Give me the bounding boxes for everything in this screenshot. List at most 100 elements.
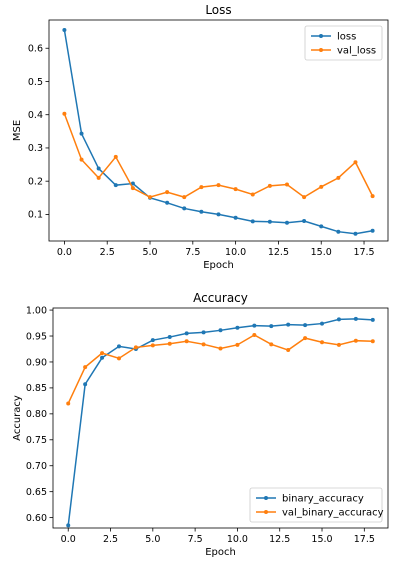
data-point-val_binary_accuracy	[100, 351, 105, 356]
data-point-binary_accuracy	[201, 330, 206, 335]
y-tick-label: 0.80	[26, 409, 47, 420]
data-point-val_loss	[370, 194, 375, 199]
plot-area	[52, 307, 389, 529]
data-point-val_binary_accuracy	[66, 401, 71, 406]
data-point-val_binary_accuracy	[269, 342, 274, 347]
data-point-binary_accuracy	[100, 355, 105, 360]
x-axis-label: Epoch	[205, 547, 236, 558]
x-tick-label: 10.0	[227, 534, 248, 545]
data-point-binary_accuracy	[218, 328, 223, 333]
data-point-val_binary_accuracy	[252, 332, 257, 337]
data-point-val_loss	[148, 195, 153, 200]
data-point-val_binary_accuracy	[133, 345, 138, 350]
data-point-val_loss	[284, 182, 289, 187]
x-tick-label: 15.0	[311, 534, 332, 545]
chart-title: Accuracy	[193, 291, 248, 305]
x-tick-label: 17.5	[353, 247, 374, 258]
data-point-val_loss	[336, 175, 341, 180]
y-tick-label: 0.6	[28, 44, 43, 55]
data-point-val_binary_accuracy	[150, 343, 155, 348]
data-point-val_loss	[302, 195, 307, 200]
data-point-val_binary_accuracy	[83, 365, 88, 370]
x-tick-label: 5.0	[142, 247, 157, 258]
data-point-binary_accuracy	[269, 324, 274, 329]
legend-swatch-marker	[319, 48, 323, 52]
x-tick-label: 10.0	[225, 247, 246, 258]
data-point-val_binary_accuracy	[286, 348, 291, 353]
data-point-val_loss	[62, 111, 67, 116]
x-tick-label: 7.5	[188, 534, 203, 545]
data-point-val_binary_accuracy	[235, 342, 240, 347]
data-point-binary_accuracy	[235, 325, 240, 330]
y-tick-label: 0.3	[28, 143, 43, 154]
x-tick-label: 2.5	[100, 247, 115, 258]
y-tick-label: 0.2	[28, 176, 43, 187]
data-point-val_loss	[96, 175, 101, 180]
data-point-val_binary_accuracy	[336, 342, 341, 347]
y-tick-label: 0.90	[26, 357, 47, 368]
data-point-val_loss	[250, 192, 255, 197]
series-line-loss	[63, 29, 373, 235]
y-tick-label: 1.00	[26, 305, 47, 316]
data-point-loss	[79, 131, 84, 136]
legend-swatch-marker	[264, 510, 268, 514]
data-point-val_binary_accuracy	[184, 339, 189, 344]
data-point-loss	[62, 27, 67, 32]
y-tick-label: 0.75	[26, 435, 47, 446]
data-point-loss	[267, 219, 272, 224]
data-point-loss	[199, 209, 204, 214]
data-point-loss	[130, 181, 135, 186]
x-tick-label: 2.5	[103, 534, 118, 545]
data-point-binary_accuracy	[303, 323, 308, 328]
y-tick-label: 0.4	[28, 110, 43, 121]
x-axis-label: Epoch	[203, 260, 234, 271]
series-line-val_binary_accuracy	[67, 334, 373, 404]
legend-label: loss	[337, 32, 356, 43]
data-point-binary_accuracy	[286, 322, 291, 327]
data-point-val_binary_accuracy	[370, 339, 375, 344]
y-tick-label: 0.60	[26, 513, 47, 524]
data-point-binary_accuracy	[320, 321, 325, 326]
x-tick-label: 0.0	[57, 247, 72, 258]
chart-1: Accuracy 0.0 2.5 5.0 7.5 10.0 12.5 15.0 17.5 0.60…	[12, 291, 389, 558]
data-point-binary_accuracy	[167, 335, 172, 340]
y-tick-label: 0.65	[26, 487, 47, 498]
legend-box	[249, 487, 383, 523]
legend: binary_accuracy val_binary_accuracy	[249, 487, 384, 523]
x-tick-label: 5.0	[145, 534, 160, 545]
data-point-loss	[336, 229, 341, 234]
legend-swatch-marker	[319, 34, 323, 38]
legend-label: val_loss	[337, 46, 376, 57]
x-tick-label: 0.0	[61, 534, 76, 545]
y-axis-label: MSE	[12, 120, 23, 141]
data-point-val_loss	[233, 187, 238, 192]
data-point-loss	[284, 220, 289, 225]
data-point-loss	[302, 219, 307, 224]
x-tick-label: 17.5	[354, 534, 375, 545]
data-point-binary_accuracy	[353, 316, 358, 321]
data-point-val_loss	[130, 186, 135, 191]
y-tick-label: 0.5	[28, 77, 43, 88]
data-point-val_loss	[319, 184, 324, 189]
data-point-val_loss	[165, 190, 170, 195]
data-point-val_loss	[113, 154, 118, 159]
legend-label: val_binary_accuracy	[282, 508, 384, 519]
plot-area	[48, 19, 389, 242]
data-point-loss	[250, 219, 255, 224]
x-tick-label: 7.5	[185, 247, 200, 258]
data-point-binary_accuracy	[150, 338, 155, 343]
x-tick-label: 15.0	[311, 247, 332, 258]
data-point-val_loss	[353, 160, 358, 165]
data-point-val_loss	[199, 185, 204, 190]
data-point-loss	[353, 231, 358, 236]
y-tick-label: 0.85	[26, 383, 47, 394]
data-point-val_binary_accuracy	[116, 356, 121, 361]
y-axis-label: Accuracy	[12, 395, 23, 441]
data-point-val_binary_accuracy	[201, 342, 206, 347]
legend-swatch-marker	[264, 496, 268, 500]
x-tick-label: 12.5	[269, 534, 290, 545]
data-point-loss	[233, 215, 238, 220]
data-point-binary_accuracy	[66, 523, 71, 528]
data-point-loss	[165, 200, 170, 205]
data-point-val_binary_accuracy	[320, 340, 325, 345]
